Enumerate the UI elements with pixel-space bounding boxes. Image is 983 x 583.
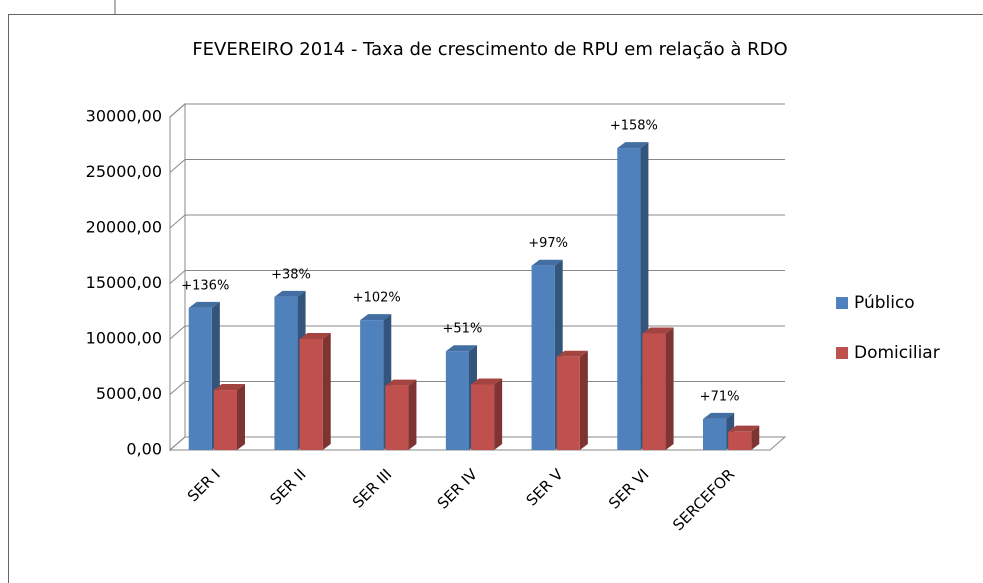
- y-tick-label: 10000,00: [86, 329, 162, 348]
- y-tick-label: 20000,00: [86, 218, 162, 237]
- grid-line: [169, 159, 785, 173]
- grid-line: [169, 325, 785, 340]
- grid-line: [169, 214, 785, 229]
- growth-label: +38%: [271, 267, 311, 282]
- y-tick-label: 0,00: [126, 440, 162, 459]
- bar: [299, 333, 331, 450]
- grid-line: [169, 103, 785, 118]
- legend-swatch: [836, 347, 848, 359]
- chart-border: [8, 14, 983, 583]
- bar: [471, 378, 503, 450]
- legend-label: Público: [854, 293, 915, 313]
- grid-line: [169, 270, 785, 284]
- bar: [556, 350, 588, 450]
- bar: [642, 327, 674, 450]
- growth-label: +102%: [353, 291, 401, 306]
- growth-label: +71%: [700, 389, 740, 404]
- bar: [213, 384, 245, 450]
- y-tick-label: 25000,00: [86, 162, 162, 181]
- legend-swatch: [836, 297, 848, 309]
- y-tick-label: 30000,00: [86, 107, 162, 126]
- y-tick-label: 5000,00: [96, 384, 162, 403]
- growth-label: +136%: [181, 278, 229, 293]
- chart-title: FEVEREIRO 2014 - Taxa de crescimento de …: [192, 39, 787, 60]
- growth-label: +158%: [610, 119, 658, 134]
- growth-label: +97%: [528, 236, 568, 251]
- legend-label: Domiciliar: [854, 343, 940, 363]
- y-tick-label: 15000,00: [86, 273, 162, 292]
- growth-label: +51%: [443, 322, 483, 337]
- bar: [728, 425, 760, 450]
- bar: [385, 379, 417, 450]
